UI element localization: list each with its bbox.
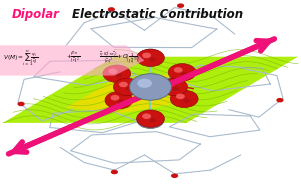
Text: Electrostatic Contribution: Electrostatic Contribution [72, 8, 244, 21]
Circle shape [276, 98, 284, 102]
Circle shape [117, 100, 124, 104]
Circle shape [149, 57, 156, 62]
Circle shape [168, 64, 196, 81]
Circle shape [115, 73, 122, 78]
Circle shape [183, 98, 190, 103]
Polygon shape [66, 72, 196, 113]
Circle shape [170, 90, 198, 108]
Circle shape [108, 7, 115, 12]
Text: $V(M)=\!\sum_{i=1}^{n}\!\frac{q_i}{|\vec{r}_i|}$: $V(M)=\!\sum_{i=1}^{n}\!\frac{q_i}{|\vec… [3, 49, 38, 68]
Circle shape [160, 78, 188, 96]
Circle shape [103, 65, 131, 82]
Circle shape [137, 110, 164, 127]
Circle shape [108, 68, 117, 74]
Text: $+\frac{\vec{p}\!\times}{|\vec{r}_i|^2}$: $+\frac{\vec{p}\!\times}{|\vec{r}_i|^2}$ [66, 49, 81, 64]
Text: $\frac{\vec{r}_i\!\cdot\!(\hat{Q}\!\times\!\vec{r}_i)}{|\vec{r}_i|^3}\!+\!O\!\le: $\frac{\vec{r}_i\!\cdot\!(\hat{Q}\!\time… [99, 49, 141, 65]
Circle shape [17, 102, 25, 106]
Circle shape [165, 82, 174, 87]
Circle shape [111, 170, 118, 174]
Circle shape [177, 3, 184, 8]
Circle shape [142, 53, 151, 58]
Circle shape [172, 87, 179, 91]
Circle shape [181, 72, 188, 76]
Circle shape [142, 115, 151, 121]
Circle shape [139, 49, 162, 64]
Text: Dipolar: Dipolar [12, 8, 60, 21]
Circle shape [137, 79, 152, 88]
Polygon shape [0, 45, 144, 76]
Circle shape [126, 87, 133, 91]
Circle shape [105, 91, 133, 109]
Circle shape [110, 95, 119, 101]
Circle shape [113, 78, 141, 96]
Circle shape [142, 113, 151, 119]
Circle shape [129, 74, 172, 100]
Circle shape [137, 112, 164, 129]
Circle shape [137, 49, 164, 67]
Circle shape [174, 67, 183, 73]
Circle shape [171, 174, 178, 178]
Circle shape [144, 52, 151, 57]
Circle shape [176, 94, 185, 99]
Polygon shape [3, 57, 298, 123]
Circle shape [149, 118, 156, 123]
Circle shape [119, 82, 128, 87]
